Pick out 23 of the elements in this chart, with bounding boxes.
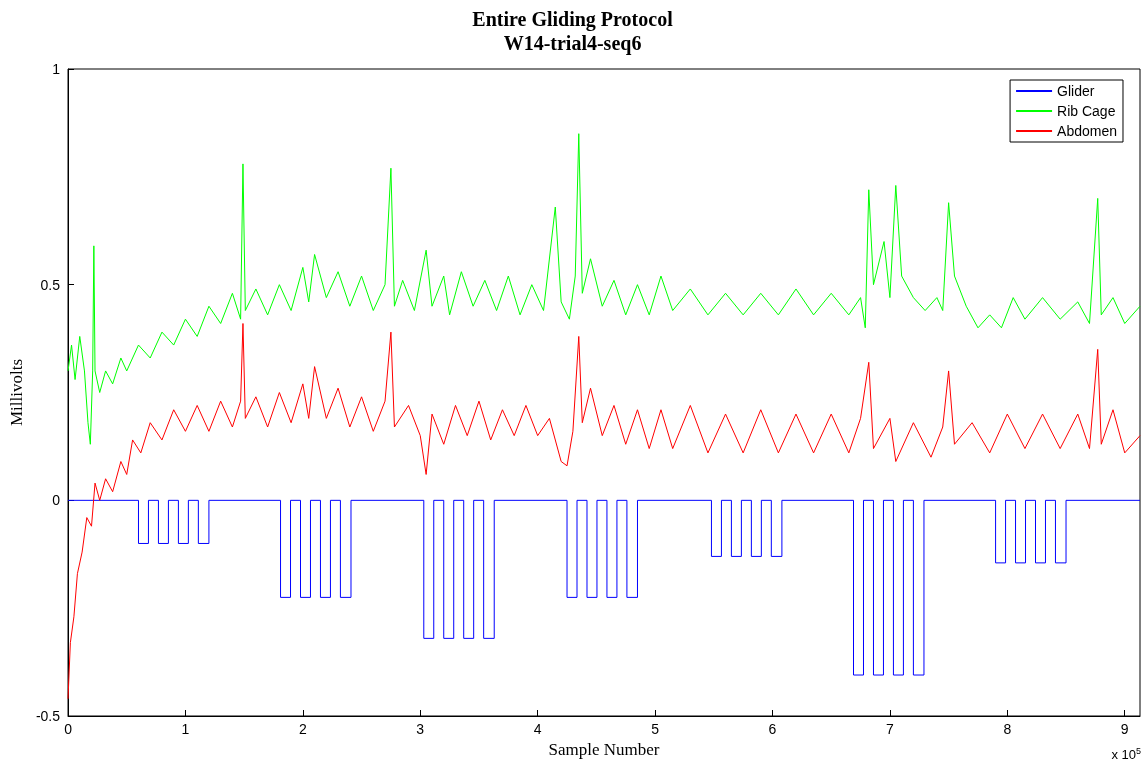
x-tick-label: 6 [768, 721, 777, 737]
chart-title: Entire Gliding Protocol [472, 8, 674, 31]
line-series [67, 499, 1141, 676]
x-tick-label: 4 [533, 721, 542, 737]
chart-subtitle: W14-trial4-seq6 [503, 32, 642, 55]
x-tick-label: 9 [1120, 721, 1129, 737]
legend-label: Rib Cage [1057, 103, 1116, 119]
legend-label: Abdomen [1057, 123, 1118, 139]
x-tick-label: 2 [298, 721, 307, 737]
x-tick-label: 0 [64, 721, 73, 737]
line-series [67, 322, 1141, 700]
x-tick-label: 1 [181, 721, 190, 737]
y-tick-label: 1 [52, 61, 61, 77]
x-tick-label: 5 [651, 721, 660, 737]
legend-label: Glider [1057, 83, 1095, 99]
y-tick-label: -0.5 [35, 708, 61, 724]
y-tick-label: 0.5 [40, 276, 61, 293]
y-tick-label: 0 [52, 492, 61, 509]
y-axis-title: Millivolts [7, 358, 26, 427]
x-tick-label: 7 [886, 721, 895, 737]
x-axis-title: Sample Number [548, 739, 660, 759]
x-tick-label: 8 [1003, 721, 1012, 737]
x-tick-label: 3 [416, 721, 425, 737]
